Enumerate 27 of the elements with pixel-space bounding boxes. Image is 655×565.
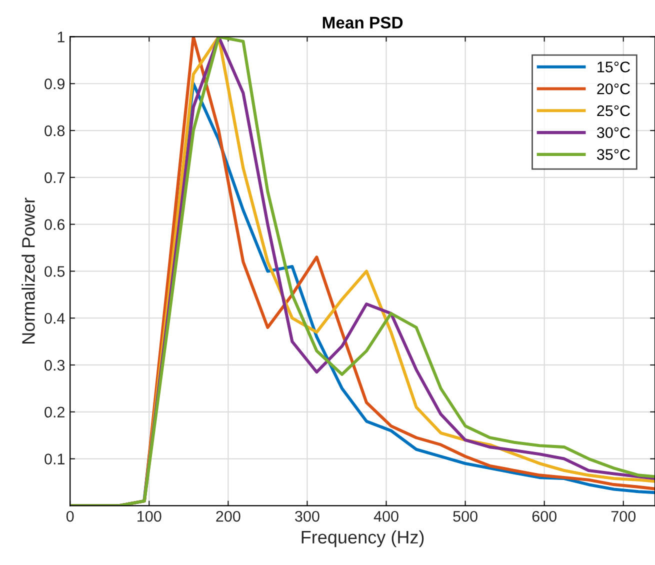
legend-label: 35°C xyxy=(597,149,630,160)
x-axis-title: Frequency (Hz) xyxy=(302,530,424,548)
legend-label: 15°C xyxy=(598,62,630,72)
y-tick-label: 0.5 xyxy=(44,266,65,277)
x-tick-label: 0 xyxy=(66,510,74,522)
x-tick-label: 300 xyxy=(295,510,320,522)
x-tick-label: 200 xyxy=(216,510,240,522)
y-tick-label: 0.6 xyxy=(44,219,65,230)
x-tick-label: 500 xyxy=(453,510,478,522)
y-tick-label: 0.1 xyxy=(44,454,64,464)
chart-title: Mean PSD xyxy=(322,16,403,29)
x-tick-label: 400 xyxy=(374,510,398,522)
y-tick-label: 1 xyxy=(58,32,64,42)
legend-label: 30°C xyxy=(597,127,630,138)
y-tick-label: 0.9 xyxy=(44,78,64,90)
y-tick-label: 0.8 xyxy=(44,125,65,136)
y-tick-label: 0.7 xyxy=(44,172,64,184)
line-series xyxy=(70,36,655,506)
y-tick-label: 0.3 xyxy=(44,360,65,371)
y-axis-title: Normalized Power xyxy=(22,198,35,344)
x-tick-label: 600 xyxy=(532,510,556,522)
y-tick-label: 0.2 xyxy=(44,406,64,418)
legend-label: 20°C xyxy=(597,83,630,94)
x-tick-label: 700 xyxy=(611,510,636,522)
y-tick-label: 0.4 xyxy=(44,312,65,324)
legend-label: 25°C xyxy=(597,105,630,116)
x-tick-label: 100 xyxy=(138,510,162,522)
